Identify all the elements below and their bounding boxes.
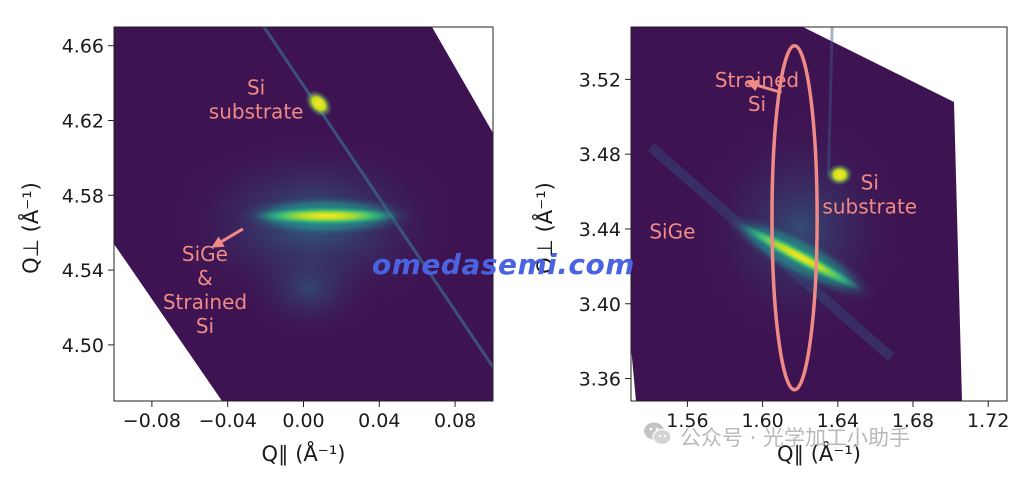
annotation-line: SiGe — [649, 219, 695, 243]
diffuse-glow — [690, 108, 911, 349]
x-tick-label: 0.08 — [434, 410, 476, 432]
annotation-line: & — [197, 266, 213, 290]
wechat-watermark: 公众号 · 光学加工小助手 — [680, 426, 911, 450]
plot-frame — [630, 26, 1008, 402]
x-tick-label: −0.08 — [123, 410, 181, 432]
annotation: SiGe — [649, 219, 695, 243]
y-tick-label: 4.66 — [62, 36, 104, 58]
x-tick-label: −0.04 — [199, 410, 257, 432]
annotation-line: Si — [748, 92, 766, 116]
wechat-logo-icon — [643, 420, 673, 448]
right-map-panel: 1.56 1.60 1.64 1.68 1.72 3.36 3.40 3.44 3.48 3.52… — [531, 26, 1009, 466]
annotation-line: Si — [861, 171, 879, 195]
annotation-line: Si — [247, 75, 265, 99]
x-axis-label: Q∥ (Å⁻¹) — [262, 440, 346, 466]
annotation-line: SiGe — [182, 242, 228, 266]
x-tick-label: 1.60 — [741, 410, 783, 432]
y-tick-label: 3.48 — [579, 144, 621, 166]
annotation-arrow — [745, 79, 782, 94]
annotation-line: substrate — [209, 99, 304, 123]
y-tick-label: 4.58 — [62, 185, 104, 207]
peak-si-substrate — [826, 163, 853, 186]
y-tick-label: 4.54 — [62, 260, 104, 282]
heatmap-layer — [631, 27, 962, 401]
peak-sige — [738, 223, 863, 291]
heatmap-layer — [114, 27, 493, 401]
y-tick-label: 4.50 — [62, 335, 104, 357]
peak-si-substrate — [304, 89, 333, 118]
diffuse-glow-lower — [239, 233, 380, 344]
x-axis-label: Q∥ (Å⁻¹) — [777, 440, 861, 466]
x-tick-label: 1.64 — [817, 410, 859, 432]
y-axis-label: Q⊥ (Å⁻¹) — [17, 182, 43, 274]
strained-si-highlight-ellipse — [770, 43, 819, 392]
annotation-line: Strained — [715, 68, 799, 92]
analyzer-streak — [262, 27, 493, 368]
x-tick-label: 1.72 — [967, 410, 1009, 432]
x-tick-label: 1.68 — [892, 410, 934, 432]
x-tick-label: 0.04 — [358, 410, 400, 432]
peak-sige — [254, 206, 399, 225]
annotation-arrow — [211, 227, 244, 248]
y-tick-label: 3.36 — [579, 369, 621, 391]
x-tick-label: 0.00 — [282, 410, 324, 432]
vertical-streak — [826, 27, 834, 178]
annotation-line: substrate — [822, 195, 917, 219]
y-tick-label: 3.44 — [579, 219, 621, 241]
y-tick-label: 4.62 — [62, 111, 104, 133]
annotation-line: Si — [196, 314, 214, 338]
left-map-panel: −0.08 −0.04 0.00 0.04 0.08 4.50 4.54 4.58 4.62 4.… — [17, 26, 494, 466]
y-tick-label: 3.52 — [579, 69, 621, 91]
site-watermark: omedasemi.com — [372, 248, 635, 281]
y-tick-label: 3.40 — [579, 294, 621, 316]
annotation-line: Strained — [163, 290, 247, 314]
x-tick-label: 1.56 — [666, 410, 708, 432]
y-axis-label: Q⊥ (Å⁻¹) — [531, 182, 557, 274]
